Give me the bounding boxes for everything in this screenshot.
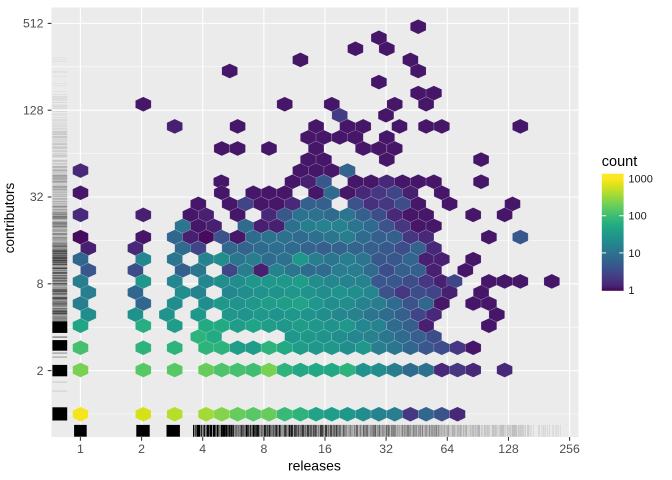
svg-text:1: 1 bbox=[628, 285, 634, 297]
svg-text:8: 8 bbox=[260, 442, 267, 456]
svg-text:512: 512 bbox=[23, 17, 44, 31]
svg-text:contributors: contributors bbox=[2, 182, 17, 253]
svg-text:128: 128 bbox=[23, 103, 44, 117]
svg-text:1: 1 bbox=[77, 442, 84, 456]
svg-text:2: 2 bbox=[138, 442, 145, 456]
svg-text:32: 32 bbox=[379, 442, 393, 456]
svg-text:256: 256 bbox=[559, 442, 580, 456]
svg-text:1000: 1000 bbox=[628, 174, 652, 186]
svg-text:16: 16 bbox=[318, 442, 332, 456]
svg-text:count: count bbox=[602, 154, 637, 170]
svg-text:100: 100 bbox=[628, 211, 646, 223]
svg-text:8: 8 bbox=[37, 277, 44, 291]
svg-text:4: 4 bbox=[199, 442, 206, 456]
svg-text:32: 32 bbox=[30, 190, 44, 204]
svg-text:releases: releases bbox=[288, 458, 341, 474]
svg-text:2: 2 bbox=[37, 364, 44, 378]
svg-text:64: 64 bbox=[440, 442, 454, 456]
svg-text:128: 128 bbox=[498, 442, 519, 456]
svg-text:10: 10 bbox=[628, 248, 640, 260]
